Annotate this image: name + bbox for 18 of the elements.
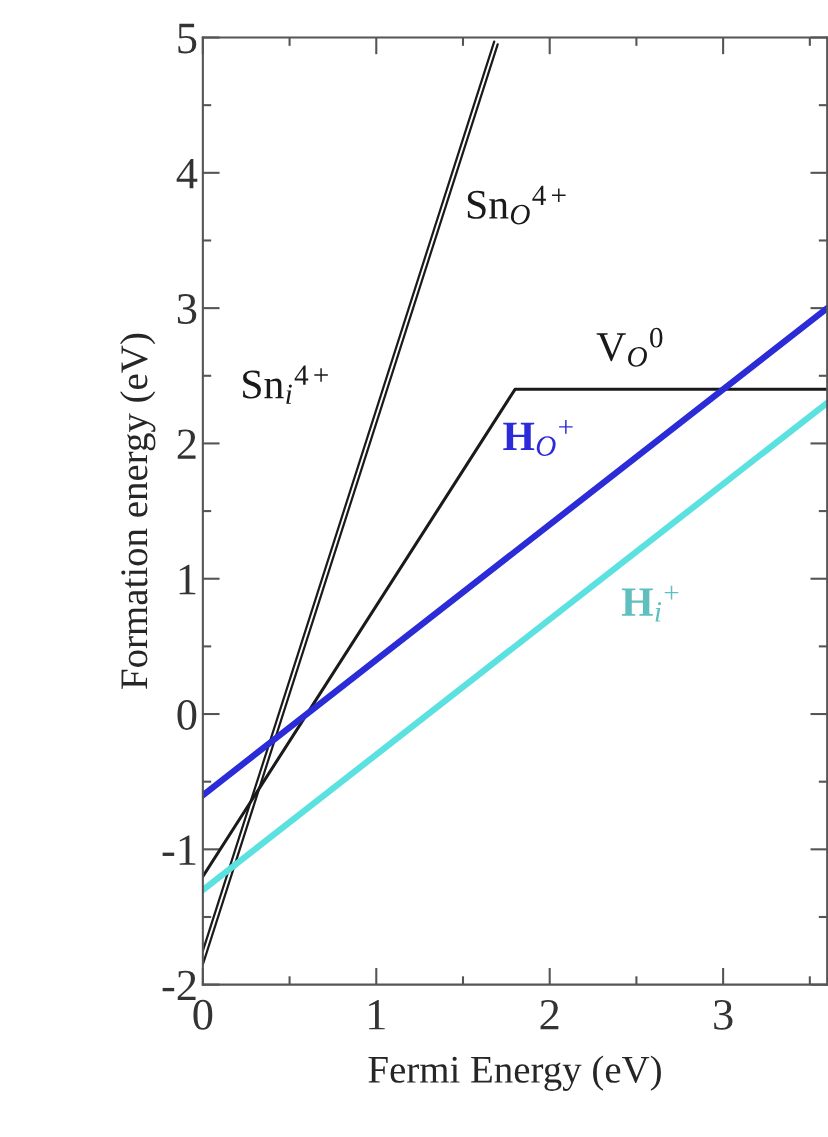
y-tick-label: 0	[177, 699, 197, 730]
y-tick-label: 1	[179, 564, 196, 595]
y-tick-label: -2	[162, 970, 196, 1001]
y-tick-label: -1	[162, 835, 196, 865]
series-label: Sn$_{O}$$^{4+}$	[467, 185, 566, 225]
y-tick-label: 5	[178, 23, 197, 54]
y-tick-label: 4	[176, 158, 198, 189]
series-label: V$_{O}$$^{0}$	[596, 327, 663, 367]
x-axis-title: Fermi Energy (eV)	[368, 1055, 661, 1091]
x-tick-label: 2	[540, 999, 559, 1030]
series-label: Sn$_{i}$$^{4+}$	[243, 365, 328, 404]
series-label: H$_{O}$$^{+}$	[503, 420, 573, 456]
x-tick-label: 1	[369, 1000, 385, 1030]
y-axis-title: Formation energy (eV)	[120, 333, 156, 689]
y-tick-label: 3	[177, 294, 197, 324]
x-tick-label: 3	[714, 999, 733, 1030]
series-label: H$_{i}$$^{+}$	[621, 585, 679, 622]
y-tick-label: 2	[177, 429, 196, 459]
